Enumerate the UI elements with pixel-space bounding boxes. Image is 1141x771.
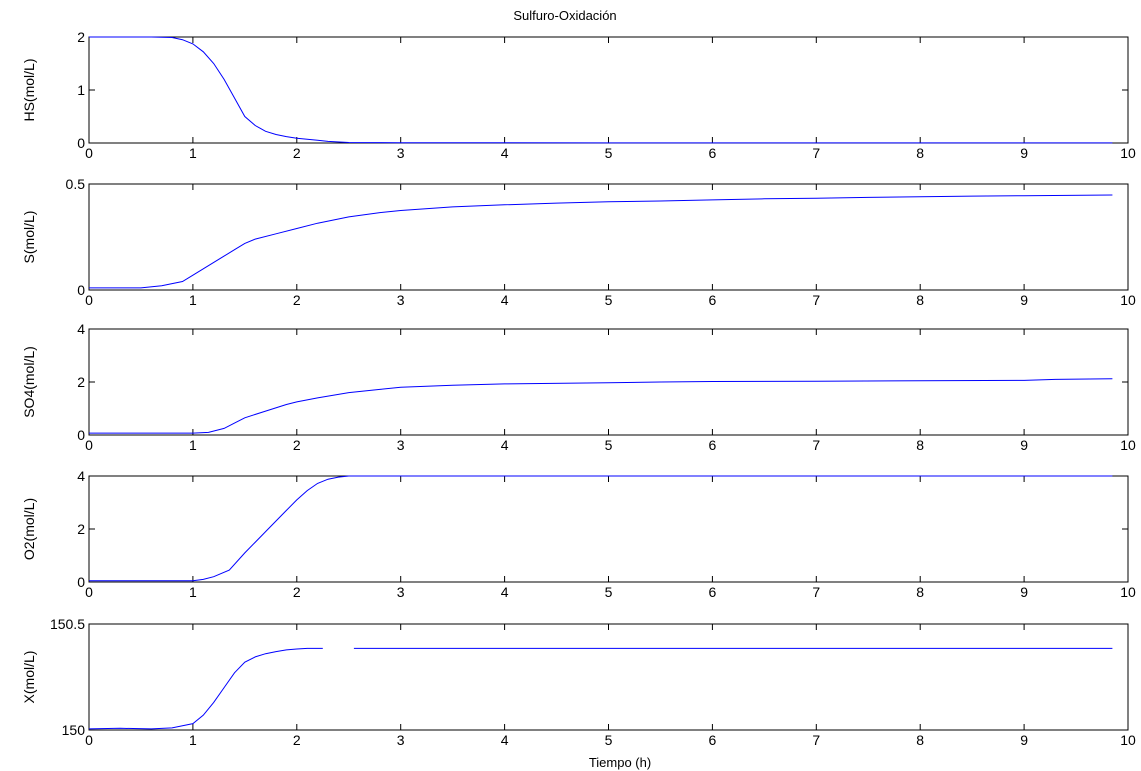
y-axis-label: SO4(mol/L) — [21, 346, 37, 418]
x-tick-label: 0 — [85, 584, 93, 600]
axes-frame — [88, 183, 1129, 291]
series-line-1 — [89, 378, 1113, 434]
x-tick-label: 4 — [501, 437, 509, 453]
y-axis-label: HS(mol/L) — [21, 58, 37, 121]
x-tick-label: 8 — [916, 437, 924, 453]
x-tick-label: 3 — [397, 732, 405, 748]
x-tick-label: 5 — [605, 145, 613, 161]
subplot-5: 0 1 2 3 4 5 6 7 8 9 10 150 150.5 X(mol/L) — [21, 616, 1136, 748]
x-tick-label: 7 — [812, 145, 820, 161]
x-tick-label: 5 — [605, 292, 613, 308]
x-tick-label: 7 — [812, 437, 820, 453]
series-line-1 — [88, 647, 323, 730]
x-tick-label: 7 — [812, 584, 820, 600]
axes-frame — [88, 36, 1129, 144]
x-tick-label: 0 — [85, 145, 93, 161]
x-tick-label: 6 — [709, 732, 717, 748]
y-tick-label: 2 — [77, 29, 85, 45]
x-axis-label: Tiempo (h) — [589, 755, 651, 770]
x-tick-label: 8 — [916, 145, 924, 161]
x-tick-label: 5 — [605, 732, 613, 748]
x-tick-label: 0 — [85, 292, 93, 308]
x-tick-label: 4 — [501, 732, 509, 748]
x-tick-label: 1 — [189, 292, 197, 308]
subplot-1: 0 1 2 3 4 5 6 7 8 9 10 0 1 2 HS(mol/L) — [21, 29, 1136, 161]
x-tick-label: 9 — [1020, 584, 1028, 600]
y-tick-label: 0 — [77, 574, 85, 590]
y-tick-label: 150.5 — [50, 616, 85, 632]
x-tick-label: 1 — [189, 437, 197, 453]
x-tick-label: 0 — [85, 437, 93, 453]
subplot-2: 0 1 2 3 4 5 6 7 8 9 10 0 0.5 S(mol/L) — [21, 176, 1136, 308]
figure-title: Sulfuro-Oxidación — [513, 8, 616, 23]
series-line-1 — [89, 36, 1113, 144]
y-tick-label: 0 — [77, 282, 85, 298]
x-tick-label: 3 — [397, 584, 405, 600]
y-tick-label: 4 — [77, 468, 85, 484]
axes-frame — [88, 623, 1129, 731]
y-tick-label: 4 — [77, 321, 85, 337]
x-tick-label: 4 — [501, 292, 509, 308]
y-tick-label: 1 — [77, 82, 85, 98]
x-tick-label: 6 — [709, 584, 717, 600]
x-tick-label: 10 — [1120, 292, 1136, 308]
x-tick-label: 3 — [397, 145, 405, 161]
y-tick-label: 150 — [62, 722, 86, 738]
y-axis-label: X(mol/L) — [21, 651, 37, 704]
y-axis-label: O2(mol/L) — [21, 498, 37, 560]
x-tick-label: 1 — [189, 584, 197, 600]
x-tick-label: 2 — [293, 292, 301, 308]
axes-frame — [88, 328, 1129, 436]
x-tick-label: 8 — [916, 732, 924, 748]
x-tick-label: 4 — [501, 145, 509, 161]
y-tick-label: 2 — [77, 521, 85, 537]
y-tick-label: 0 — [77, 427, 85, 443]
x-tick-label: 8 — [916, 584, 924, 600]
x-tick-label: 5 — [605, 437, 613, 453]
subplot-3: 0 1 2 3 4 5 6 7 8 9 10 0 2 4 SO4(mol/L) — [21, 321, 1136, 453]
x-tick-label: 10 — [1120, 437, 1136, 453]
x-tick-label: 10 — [1120, 732, 1136, 748]
subplot-4: 0 1 2 3 4 5 6 7 8 9 10 0 2 4 O2(mol/L) — [21, 468, 1136, 600]
series-line-1 — [89, 475, 1113, 582]
y-axis-label: S(mol/L) — [21, 211, 37, 264]
series-line-1 — [89, 194, 1113, 289]
y-tick-label: 2 — [77, 374, 85, 390]
axes-frame — [88, 475, 1129, 583]
x-tick-label: 3 — [397, 292, 405, 308]
x-tick-label: 9 — [1020, 145, 1028, 161]
x-tick-label: 7 — [812, 292, 820, 308]
x-tick-label: 6 — [709, 292, 717, 308]
x-tick-label: 5 — [605, 584, 613, 600]
x-tick-label: 9 — [1020, 437, 1028, 453]
y-tick-label: 0 — [77, 135, 85, 151]
x-tick-label: 2 — [293, 145, 301, 161]
x-tick-label: 9 — [1020, 292, 1028, 308]
x-tick-label: 2 — [293, 732, 301, 748]
x-tick-label: 0 — [85, 732, 93, 748]
x-tick-label: 7 — [812, 732, 820, 748]
x-tick-label: 1 — [189, 732, 197, 748]
x-tick-label: 10 — [1120, 584, 1136, 600]
x-tick-label: 2 — [293, 584, 301, 600]
y-tick-label: 0.5 — [66, 176, 86, 192]
x-tick-label: 1 — [189, 145, 197, 161]
x-tick-label: 2 — [293, 437, 301, 453]
x-tick-label: 6 — [709, 437, 717, 453]
x-tick-label: 6 — [709, 145, 717, 161]
x-tick-label: 3 — [397, 437, 405, 453]
x-tick-label: 4 — [501, 584, 509, 600]
x-tick-label: 10 — [1120, 145, 1136, 161]
x-tick-label: 8 — [916, 292, 924, 308]
x-tick-label: 9 — [1020, 732, 1028, 748]
